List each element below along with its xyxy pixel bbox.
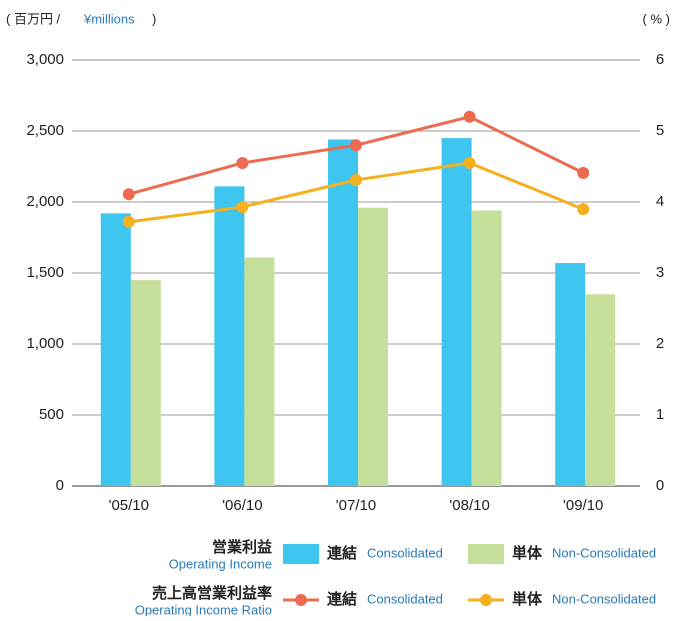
marker <box>122 188 135 201</box>
y2-tick-label: 5 <box>656 122 664 139</box>
legend-swatch <box>295 594 307 606</box>
y2-unit: ( % ) <box>643 11 670 26</box>
legend-group-label: 売上高営業利益率 <box>152 584 272 602</box>
marker <box>577 203 590 216</box>
y2-tick-label: 3 <box>656 264 664 281</box>
bar <box>328 139 358 486</box>
legend-label: 連結 <box>327 590 357 608</box>
legend-group-label: 営業利益 <box>212 538 272 556</box>
y-tick-label: 2,500 <box>26 122 64 139</box>
x-tick-label: '05/10 <box>109 497 149 514</box>
bar <box>585 294 616 486</box>
bar <box>441 138 472 486</box>
marker <box>463 156 476 169</box>
y-tick-label: 1,000 <box>26 335 64 352</box>
y2-tick-label: 1 <box>656 406 664 423</box>
bar <box>130 280 161 486</box>
legend-label: 単体 <box>512 544 543 562</box>
legend-label-en: Consolidated <box>367 591 443 606</box>
legend-group-label-en: Operating Income Ratio <box>135 602 272 616</box>
x-tick-label: '06/10 <box>222 497 262 514</box>
bar <box>214 186 245 486</box>
y-tick-label: 0 <box>56 477 64 494</box>
y-tick-label: 2,000 <box>26 193 64 210</box>
legend-swatch <box>468 544 504 564</box>
y2-tick-label: 0 <box>656 477 664 494</box>
y2-tick-label: 2 <box>656 335 664 352</box>
y-tick-label: 1,500 <box>26 264 64 281</box>
x-tick-label: '08/10 <box>449 497 489 514</box>
legend-swatch <box>480 594 492 606</box>
y-unit-open: ( 百万円 / <box>6 11 61 26</box>
marker <box>122 215 135 228</box>
bar <box>358 207 388 486</box>
bar <box>555 263 586 486</box>
legend-label-en: Non-Consolidated <box>552 545 656 560</box>
legend-swatch <box>283 544 319 564</box>
legend-label: 連結 <box>327 544 357 562</box>
y2-tick-label: 4 <box>656 193 664 210</box>
legend-label: 単体 <box>512 590 543 608</box>
x-tick-label: '09/10 <box>563 497 603 514</box>
y-tick-label: 500 <box>39 406 64 423</box>
marker <box>463 110 476 123</box>
marker <box>236 200 249 213</box>
bar <box>100 213 131 487</box>
marker <box>350 173 362 186</box>
y2-tick-label: 6 <box>656 51 664 68</box>
marker <box>350 139 362 152</box>
bar <box>471 210 502 486</box>
marker <box>577 166 590 179</box>
bar <box>244 257 275 486</box>
marker <box>236 156 249 169</box>
y-unit-en: ¥millions <box>83 11 135 26</box>
y-tick-label: 3,000 <box>26 51 64 68</box>
legend-label-en: Non-Consolidated <box>552 591 656 606</box>
legend-group-label-en: Operating Income <box>169 556 272 571</box>
y-unit-close: ) <box>152 11 156 26</box>
x-tick-label: '07/10 <box>336 497 376 514</box>
legend-label-en: Consolidated <box>367 545 443 560</box>
